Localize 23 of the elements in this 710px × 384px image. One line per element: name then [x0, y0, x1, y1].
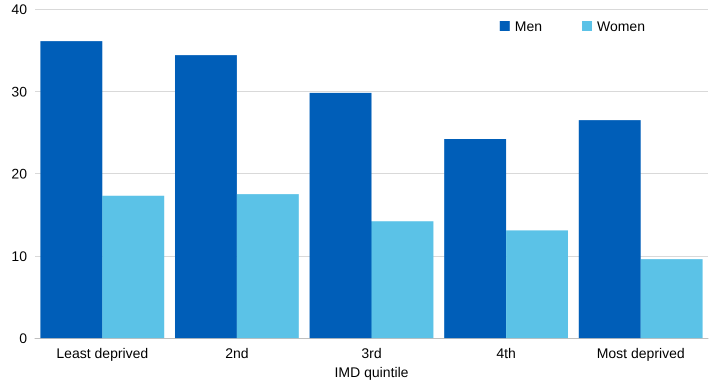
bar: [102, 196, 164, 338]
y-tick-label: 20: [11, 166, 28, 182]
x-tick-label: 4th: [496, 345, 516, 362]
x-axis-title: IMD quintile: [334, 364, 409, 380]
y-tick-label: 40: [11, 1, 28, 17]
bar: [40, 41, 102, 338]
bar: [236, 194, 299, 338]
bar: [578, 120, 641, 338]
y-tick-label: 10: [11, 248, 28, 264]
y-tick-label: 0: [19, 330, 28, 346]
y-tick-label: 30: [11, 83, 28, 100]
x-tick-label: 2nd: [225, 345, 249, 362]
bar: [174, 55, 237, 338]
bar: [640, 259, 703, 338]
legend-label: Women: [597, 18, 646, 34]
x-tick-label: 3rd: [361, 345, 382, 362]
bar: [444, 138, 506, 338]
bar: [372, 221, 434, 338]
legend-label: Men: [514, 18, 542, 34]
x-tick-label: Least deprived: [56, 345, 148, 362]
bar: [310, 92, 372, 338]
bar: [506, 230, 568, 338]
x-tick-label: Most deprived: [596, 345, 685, 362]
